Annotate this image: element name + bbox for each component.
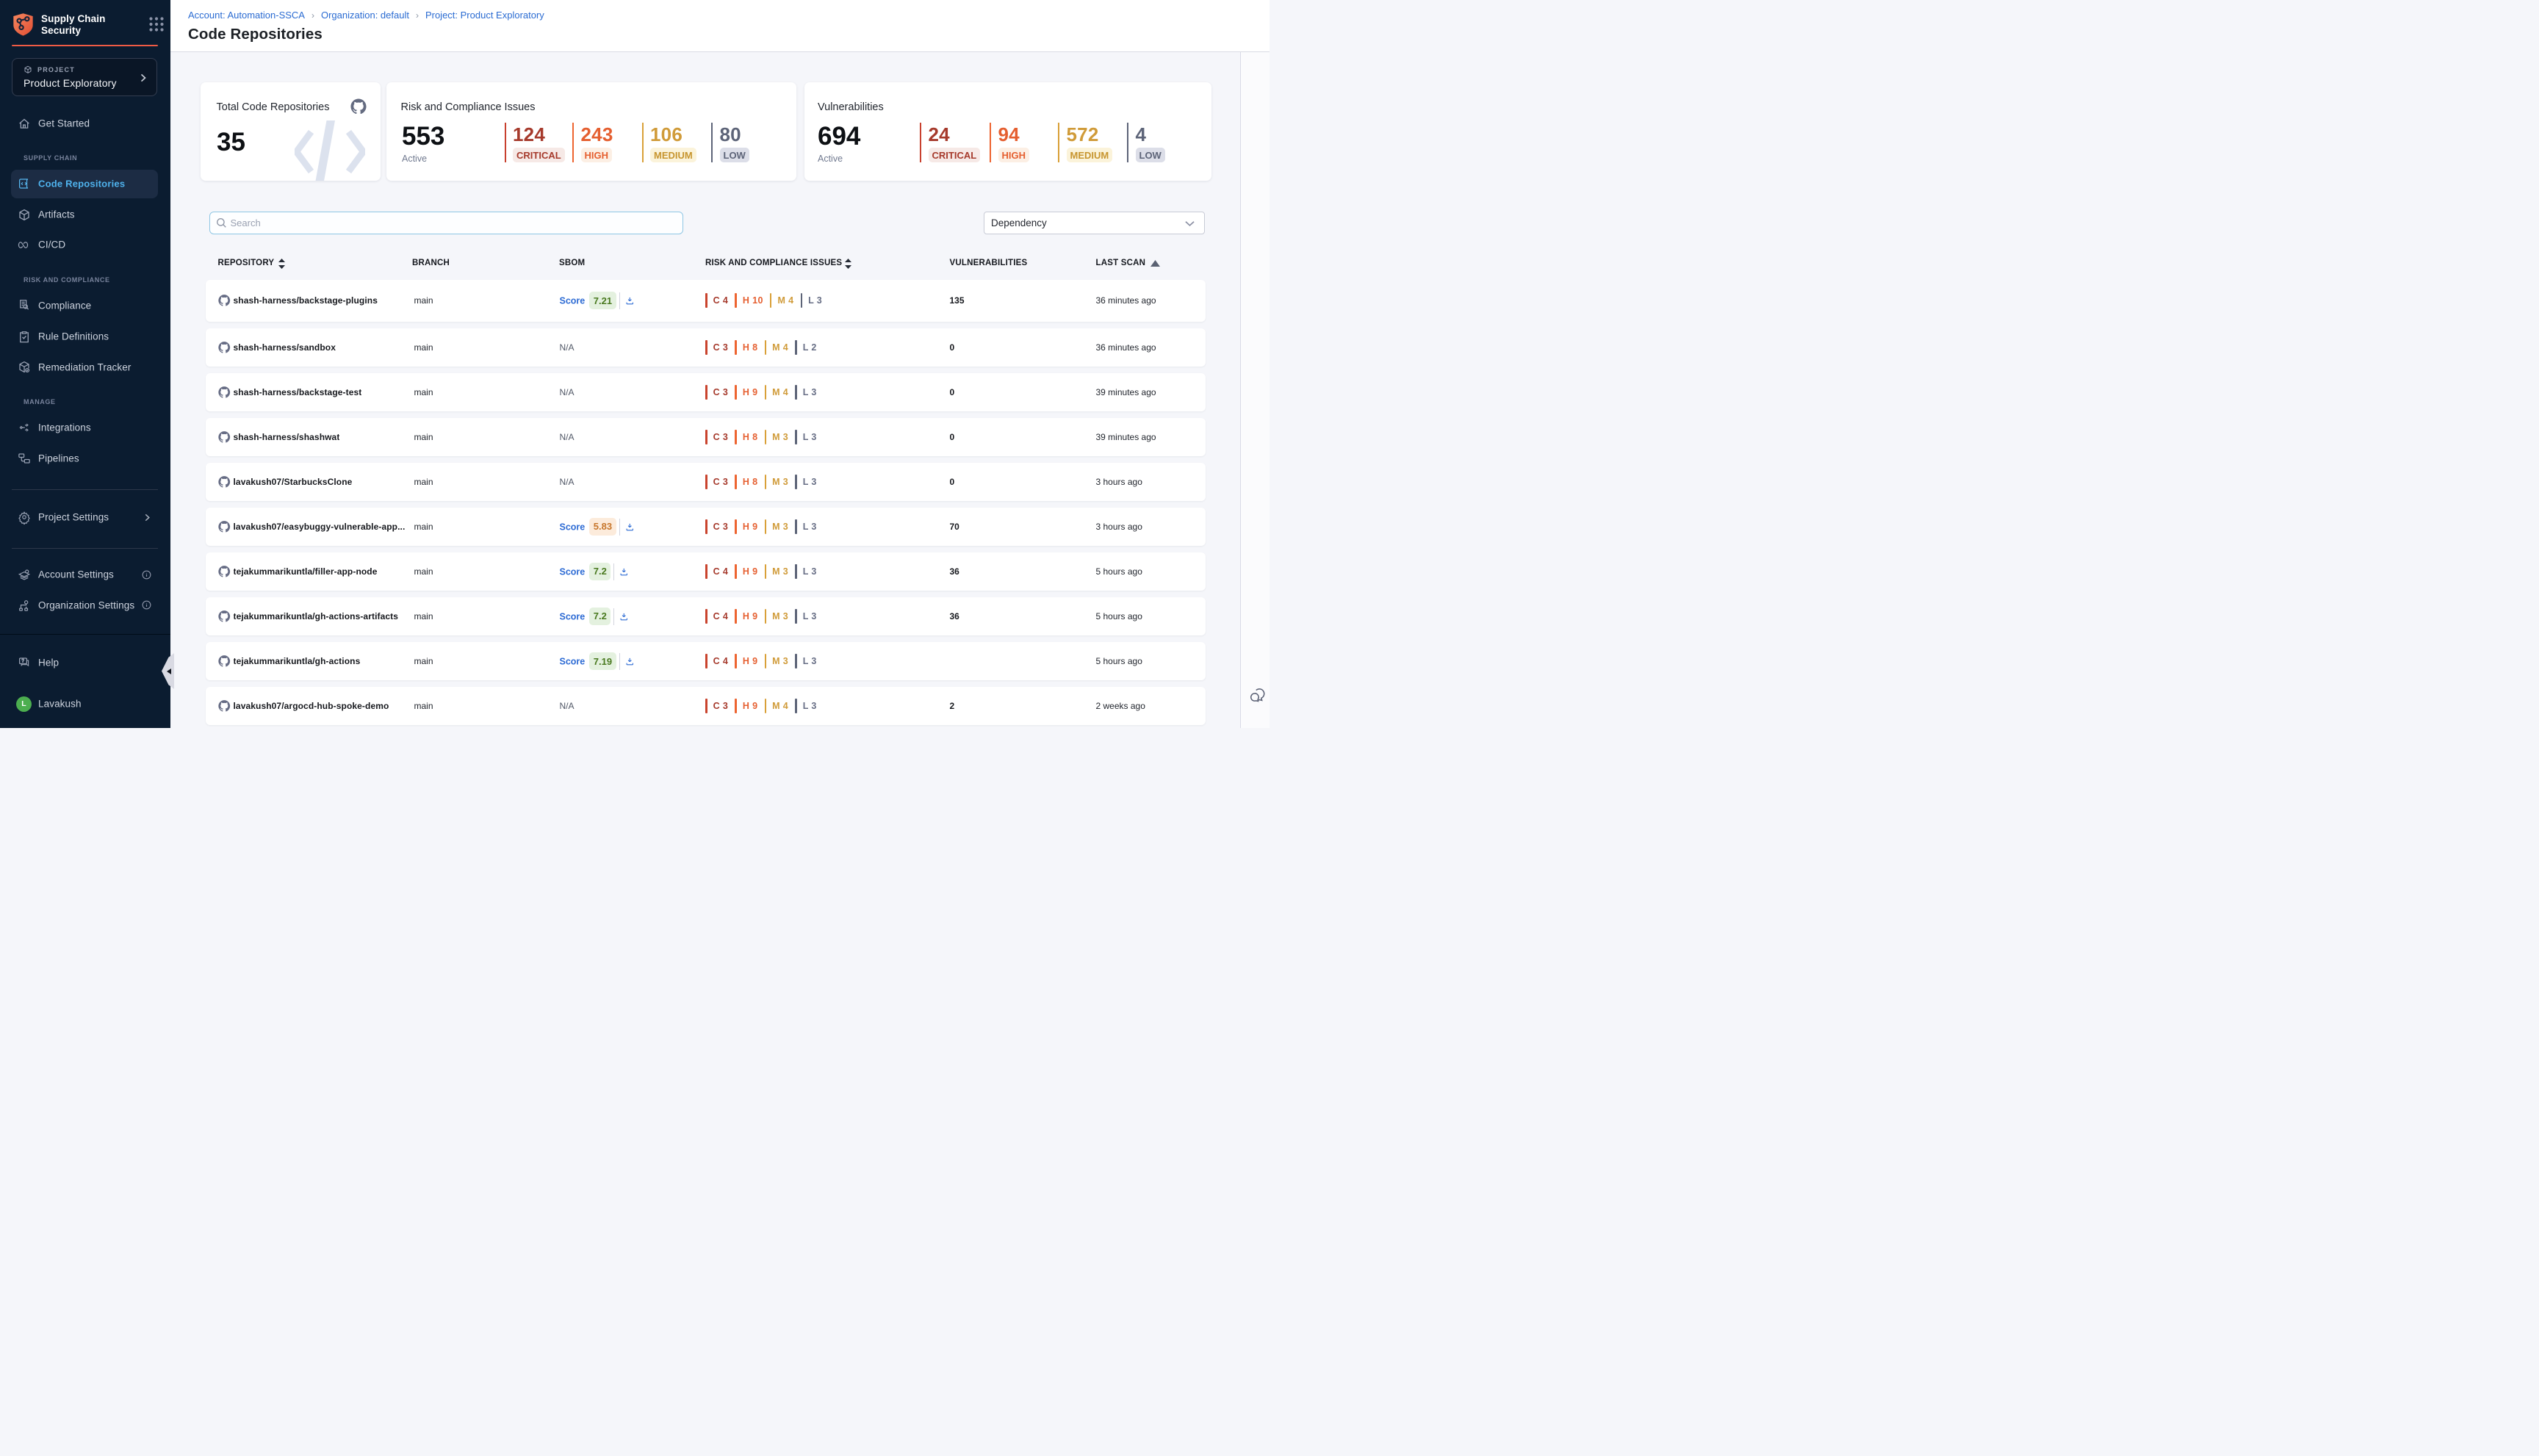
svg-text:?: ? bbox=[21, 659, 24, 664]
